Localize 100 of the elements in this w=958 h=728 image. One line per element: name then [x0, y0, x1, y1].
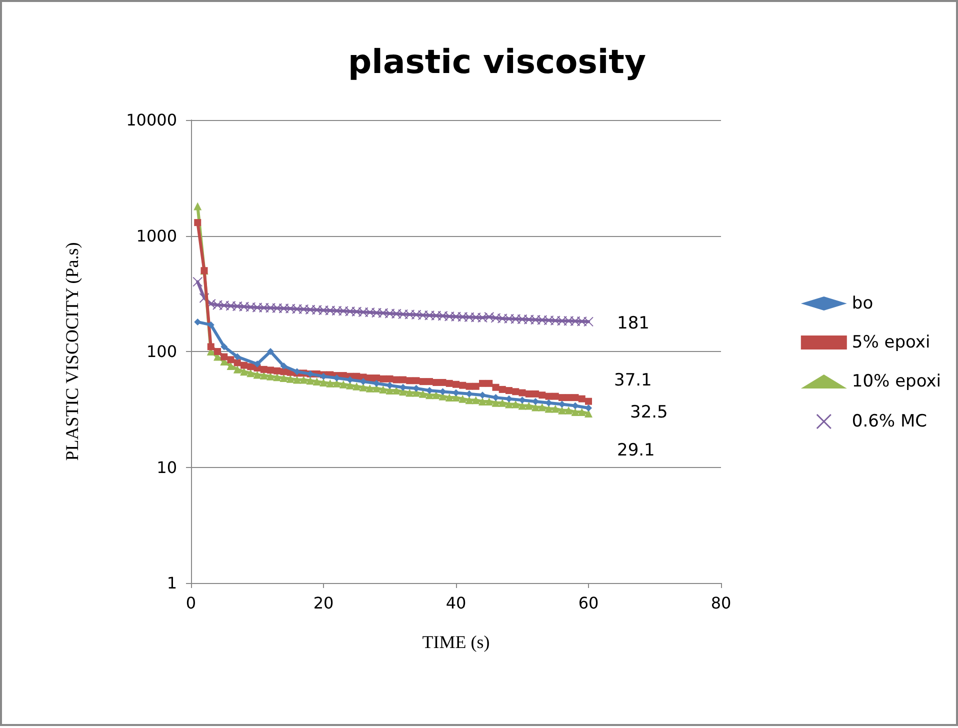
x-tick-label: 20 [313, 594, 334, 612]
point [538, 403, 546, 412]
point [585, 404, 592, 412]
point [338, 306, 348, 316]
point [305, 304, 316, 315]
point [207, 343, 214, 350]
legend-label: 5% epoxi [852, 332, 930, 352]
point [192, 276, 203, 287]
point [278, 303, 289, 314]
point [207, 321, 214, 328]
point [234, 353, 241, 360]
point [326, 379, 334, 388]
point [510, 314, 521, 324]
point [550, 316, 560, 326]
point [532, 398, 539, 405]
point [551, 404, 560, 413]
point [352, 382, 361, 390]
point [400, 376, 406, 384]
point [411, 310, 422, 320]
point [498, 398, 506, 407]
point [272, 303, 282, 314]
y-tick-label: 10 [156, 458, 177, 477]
point [458, 394, 467, 403]
point [240, 368, 248, 376]
chart-title: plastic viscosity [348, 42, 646, 81]
point [219, 300, 230, 310]
point [479, 392, 486, 399]
point [298, 304, 309, 314]
point [372, 308, 382, 318]
point [472, 396, 480, 404]
point [459, 382, 466, 389]
point [558, 406, 566, 414]
point [346, 376, 354, 384]
point [557, 316, 567, 326]
point [359, 383, 368, 392]
point [578, 395, 586, 402]
point [258, 302, 269, 313]
point [234, 359, 241, 366]
x-tick-label: 0 [186, 594, 196, 612]
legend-label: 10% epoxi [852, 372, 942, 392]
point [444, 311, 454, 322]
point [570, 316, 580, 326]
point [400, 384, 406, 391]
point [404, 309, 415, 320]
point [214, 348, 221, 355]
point [194, 202, 202, 210]
point [479, 380, 486, 387]
point [406, 388, 414, 397]
point [252, 302, 262, 312]
point [445, 394, 454, 402]
point [524, 402, 533, 410]
point [506, 387, 512, 394]
point [532, 390, 539, 398]
point [364, 307, 375, 318]
point [426, 378, 433, 386]
point [254, 360, 261, 368]
point [517, 314, 528, 324]
point [438, 310, 448, 321]
point [266, 302, 276, 313]
point [280, 374, 288, 382]
y-tick-label: 1000 [136, 226, 177, 246]
point [485, 397, 494, 406]
point [518, 389, 526, 396]
x-tick-label: 80 [710, 594, 732, 612]
point [293, 376, 301, 384]
point [498, 386, 506, 393]
point [452, 389, 460, 396]
point [584, 410, 592, 418]
x-axis-title: TIME (s) [422, 632, 490, 652]
point [366, 384, 374, 392]
annotation: 29.1 [617, 440, 655, 460]
point [398, 309, 408, 320]
point [285, 304, 296, 314]
point [345, 306, 355, 316]
annotation: 37.1 [614, 370, 652, 390]
point [576, 316, 587, 326]
point [537, 315, 548, 326]
point [571, 408, 580, 416]
point [572, 394, 579, 402]
point [267, 366, 274, 374]
point [194, 219, 202, 226]
point [280, 362, 288, 370]
point [260, 372, 268, 380]
point [386, 375, 394, 382]
point [552, 392, 559, 400]
point [392, 386, 400, 395]
point [267, 348, 274, 355]
point [538, 392, 546, 399]
point [564, 406, 573, 414]
point [545, 392, 552, 400]
point [504, 314, 514, 324]
point [564, 316, 574, 326]
point [451, 312, 461, 322]
point [419, 378, 426, 386]
point [373, 380, 380, 387]
point [544, 315, 554, 326]
point [273, 373, 282, 382]
point [439, 378, 446, 386]
point [212, 300, 222, 310]
y-tick-label: 100 [146, 342, 177, 361]
